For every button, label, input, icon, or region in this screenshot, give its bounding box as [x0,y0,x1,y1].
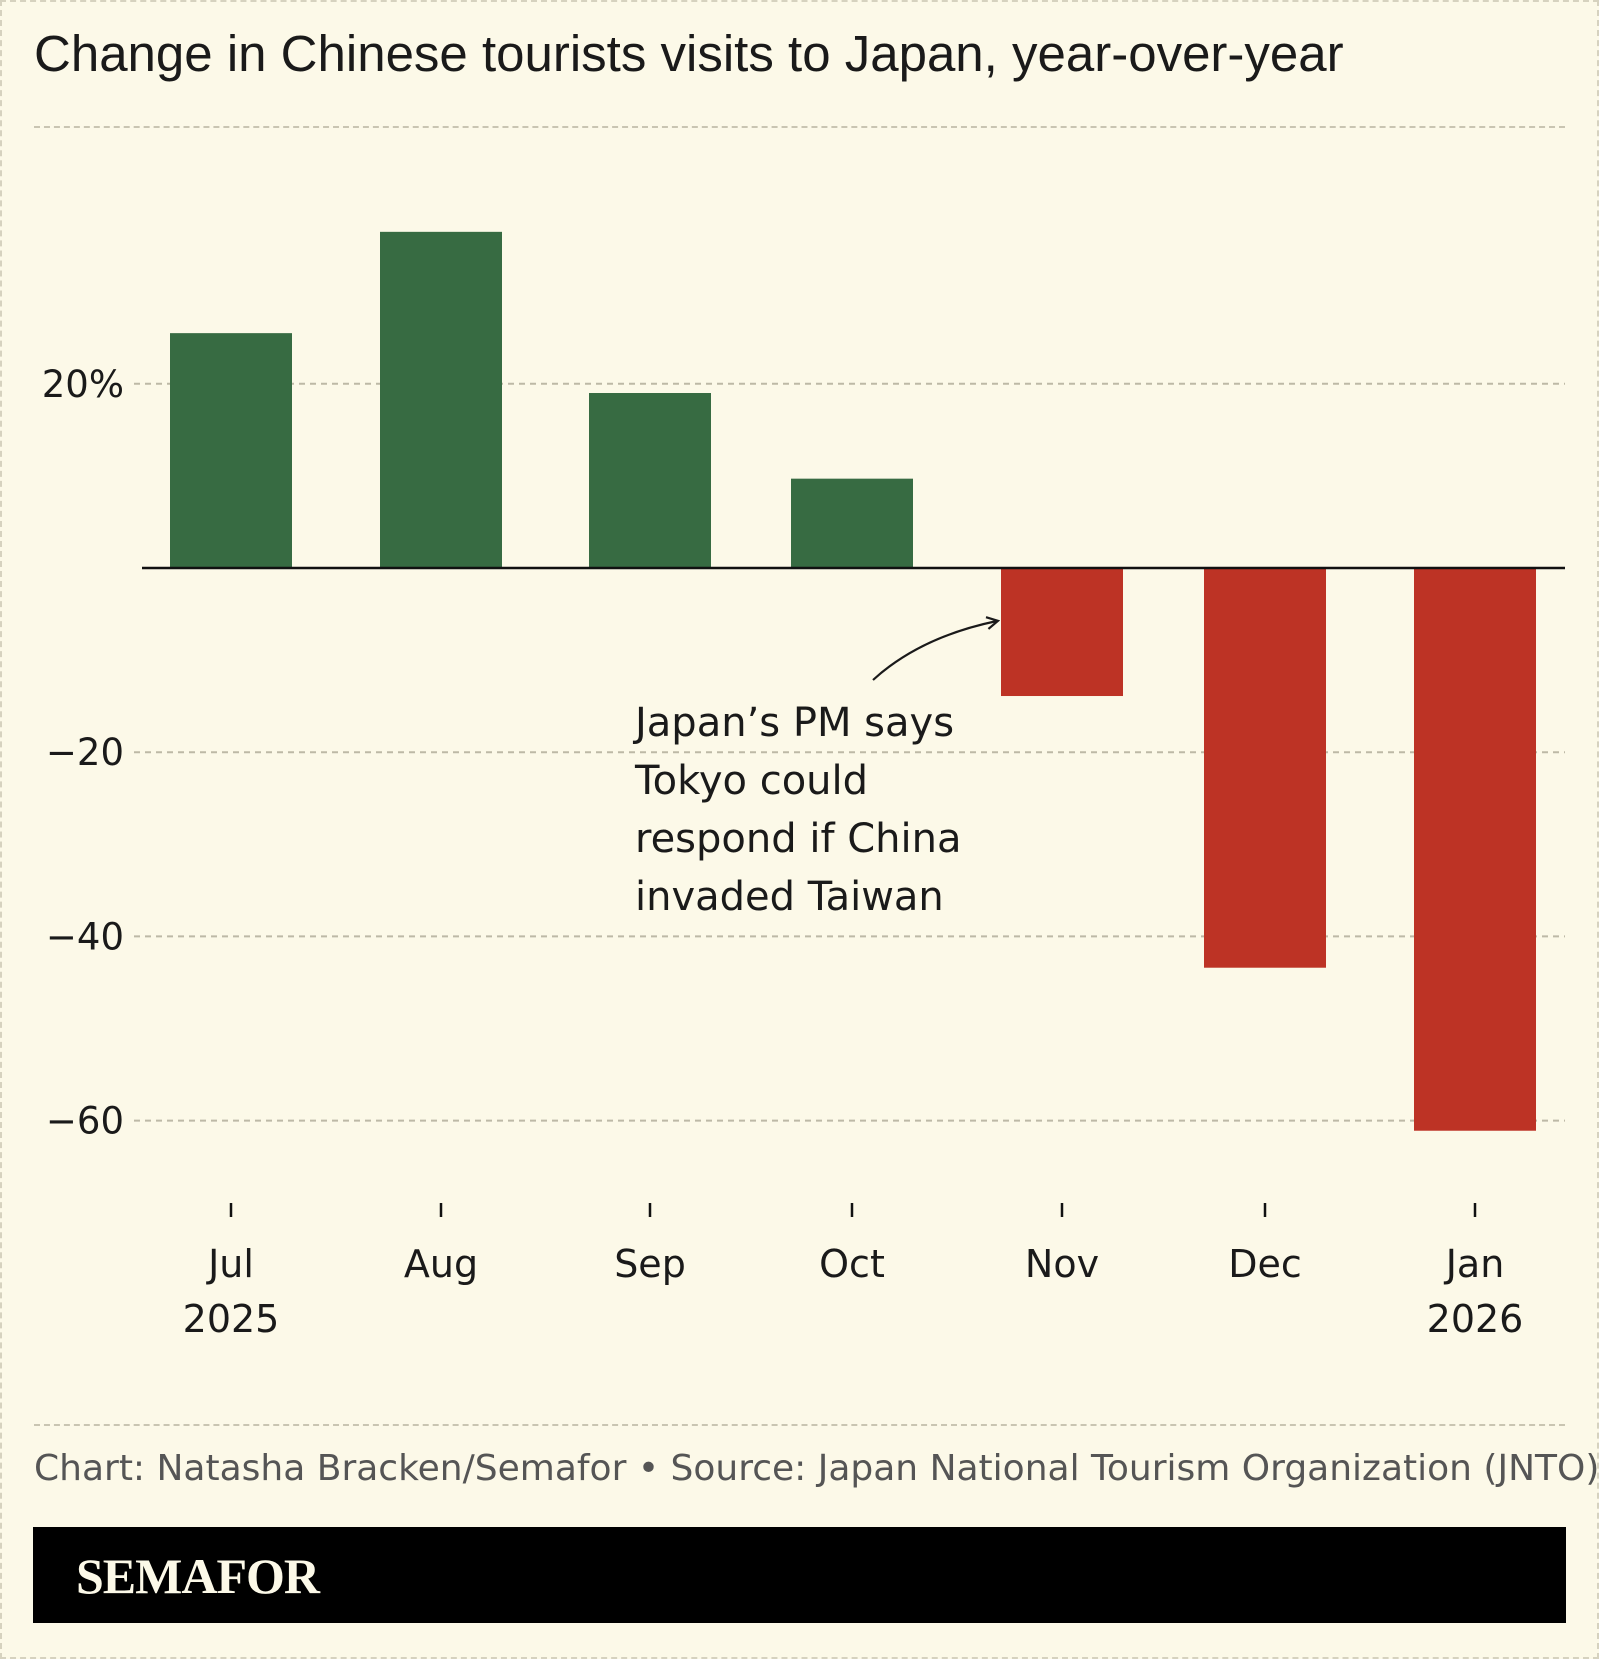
y-tick-label: −20 [46,731,124,774]
annotation-arrow [872,621,997,681]
bottom-divider [34,1424,1565,1426]
bar-dec [1204,568,1326,968]
bar-aug [380,231,502,568]
bar-nov [1001,568,1123,697]
y-tick-label: 20% [42,363,124,406]
semafor-logo: SEMAFOR [76,1548,320,1604]
brand-bar: SEMAFOR [33,1527,1566,1623]
annotation-text: respond if China [635,816,962,862]
x-tick-label: Oct [819,1242,885,1286]
x-tick-label: 2025 [183,1297,280,1341]
x-tick-label: 2026 [1427,1297,1524,1341]
x-tick-label: Jan [1444,1242,1505,1286]
x-tick-label: Sep [614,1242,686,1286]
bar-oct [791,478,913,568]
bar-jul-2025 [170,333,292,568]
y-tick-label: −40 [46,915,124,958]
x-tick-label: Jul [206,1242,254,1286]
top-divider [34,126,1565,128]
chart-title: Change in Chinese tourists visits to Jap… [34,25,1344,82]
annotation-text: invaded Taiwan [635,874,944,920]
x-tick-label: Dec [1228,1242,1302,1286]
bar-jan-2026 [1414,568,1536,1131]
annotation-text: Tokyo could [634,758,868,804]
x-tick-label: Nov [1025,1242,1099,1286]
y-tick-label: −60 [46,1100,124,1143]
x-tick-label: Aug [404,1242,478,1286]
annotation-text: Japan’s PM says [632,700,954,746]
chart-credit: Chart: Natasha Bracken/Semafor • Source:… [34,1448,1599,1489]
bar-sep [589,393,711,568]
